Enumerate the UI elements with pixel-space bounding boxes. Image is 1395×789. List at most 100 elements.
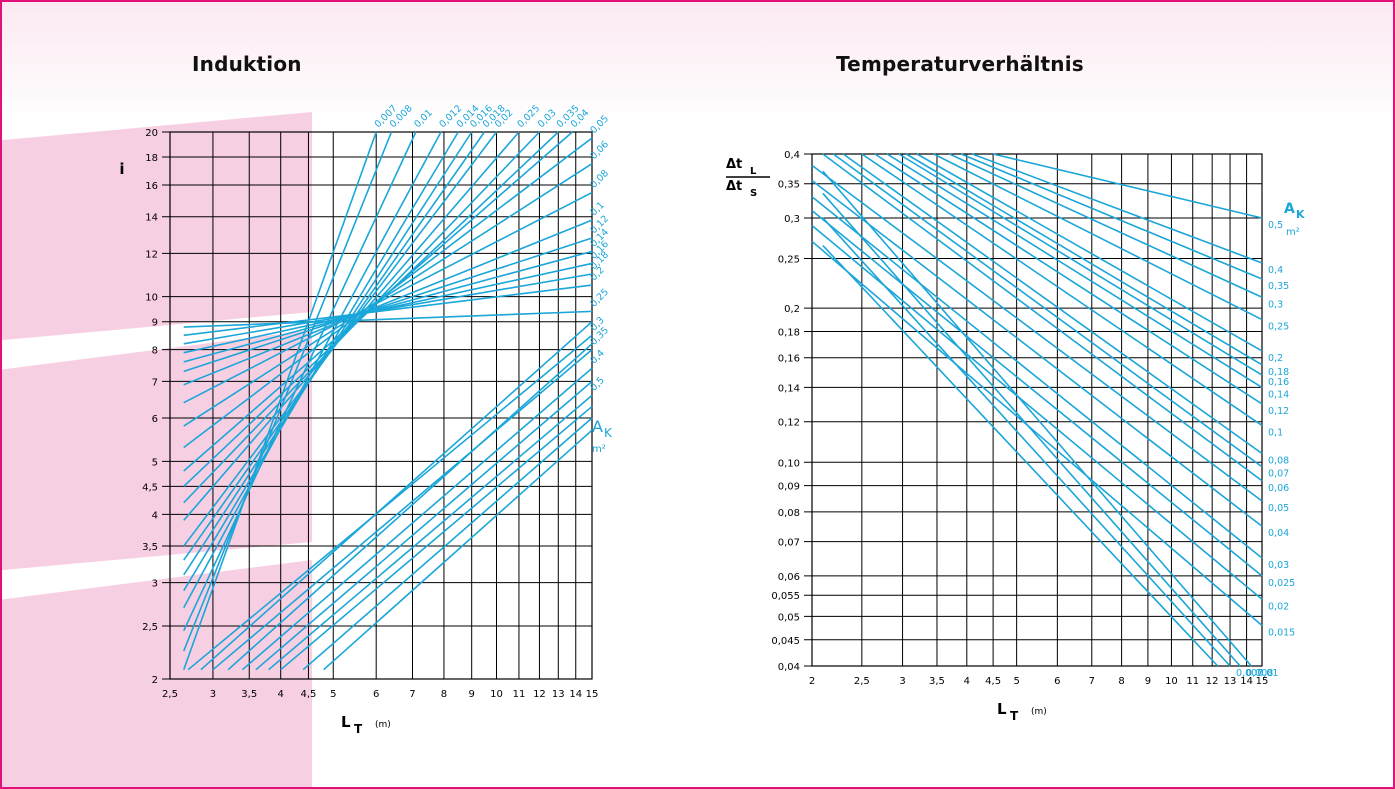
y-tick-label: 0,05	[778, 612, 800, 623]
x-tick-label: 4,5	[300, 689, 316, 700]
series-line	[183, 310, 593, 328]
series-line	[183, 284, 593, 337]
x-tick-label: 10	[1165, 676, 1178, 687]
x-tick-label: 13	[1224, 676, 1237, 687]
x-tick-label: 6	[373, 689, 379, 700]
series-line	[183, 163, 593, 427]
x-tick-label: 14	[1240, 676, 1253, 687]
series-line	[183, 219, 593, 386]
x-tick-label: 15	[586, 689, 599, 700]
x-tick-label: 7	[1089, 676, 1095, 687]
y-tick-label: 3	[152, 579, 158, 590]
plot-border	[169, 131, 593, 680]
x-tick-label: 9	[469, 689, 475, 700]
x-tick-label: 5	[1013, 676, 1019, 687]
y-tick-label: 14	[145, 213, 158, 224]
y-tick-label: 0,10	[778, 458, 800, 469]
x-axis-label: L	[341, 713, 351, 731]
series-line	[933, 153, 1263, 321]
series-label: 0,025	[1268, 578, 1295, 589]
x-axis-unit: (m)	[375, 720, 391, 730]
plot-border	[811, 153, 1263, 667]
series-label: 0,02	[1268, 601, 1289, 612]
temperaturverhaeltnis-chart: 2 2,5 3 3,5 4 4,5 5 6 7 8 9 10 11 12 13 14 15 0,04 0,045 0,…	[726, 150, 1305, 723]
y-tick-label: 0,4	[784, 150, 800, 161]
x-tick-label: 5	[330, 689, 336, 700]
series-label: 0,07	[1268, 469, 1289, 480]
series-line	[183, 250, 593, 363]
series-line	[183, 262, 593, 354]
series-label: 0,25	[1268, 322, 1289, 333]
induktion-chart: 2,5 3 3,5 4 4,5 5 6 7 8 9 10 11 12 13 14 15 2 2,5 3 3,5 4 4,5…	[119, 103, 613, 736]
y-tick-label: 7	[152, 377, 158, 388]
series-label: 0,08	[1268, 456, 1289, 467]
legend-title: A	[592, 417, 603, 436]
x-axis-label: L	[997, 700, 1007, 718]
y-tick-label: 16	[145, 181, 158, 192]
y-axis-label-top-sub: L	[750, 166, 757, 177]
series-line	[811, 224, 1263, 600]
decor-bar-top	[2, 112, 312, 787]
y-axis-label-bottom: Δt	[726, 179, 742, 194]
series-line	[886, 153, 1263, 389]
series-line	[949, 153, 1263, 299]
series-line	[842, 153, 1263, 455]
series-line	[811, 240, 1263, 627]
series-label: 0,03	[1268, 560, 1289, 571]
x-tick-label: 3,5	[241, 689, 257, 700]
y-tick-label: 18	[145, 153, 158, 164]
y-tick-label: 12	[145, 249, 158, 260]
series-line	[822, 170, 1252, 667]
legend-title-sub: K	[1296, 208, 1305, 221]
series-line	[916, 153, 1263, 352]
series-label: 0,16	[1268, 377, 1289, 388]
y-tick-label: 6	[152, 414, 158, 425]
series-label: 0,18	[1268, 367, 1289, 378]
x-tick-label: 4,5	[985, 676, 1001, 687]
series-line	[905, 153, 1263, 366]
series-label: 0,015	[1268, 627, 1295, 638]
x-tick-label: 3,5	[929, 676, 945, 687]
series-line	[268, 394, 593, 671]
series-line	[874, 153, 1263, 405]
series-label: 0,05	[588, 113, 611, 136]
x-tick-label: 11	[1186, 676, 1199, 687]
legend-title-sub: K	[604, 426, 613, 440]
y-tick-label: 0,14	[778, 383, 800, 394]
y-tick-label: 4	[152, 510, 158, 521]
x-tick-label: 8	[441, 689, 447, 700]
series-line	[822, 217, 1231, 667]
x-tick-label: 4	[278, 689, 284, 700]
series-line	[960, 153, 1263, 280]
series-line	[811, 164, 1263, 502]
series-label: 0,5	[1268, 220, 1283, 231]
series-line	[182, 131, 393, 652]
x-tick-label: 8	[1118, 676, 1124, 687]
series-label: 0,04	[1268, 528, 1289, 539]
series-line	[861, 153, 1263, 427]
series-label: 0,06	[1268, 483, 1289, 494]
y-tick-label: 8	[152, 346, 158, 357]
y-tick-label: 0,12	[778, 418, 800, 429]
legend-unit: m²	[1286, 227, 1300, 238]
y-tick-label: 0,18	[778, 328, 800, 339]
series-line	[183, 131, 520, 521]
y-tick-label: 0,04	[778, 662, 800, 673]
series-label: 0,008	[1246, 668, 1273, 679]
y-axis-label: i	[119, 160, 124, 178]
x-tick-label: 14	[569, 689, 582, 700]
x-tick-label: 3	[210, 689, 216, 700]
y-tick-label: 2,5	[142, 622, 158, 633]
x-axis-label-sub: T	[354, 722, 363, 736]
series-line	[898, 153, 1263, 376]
y-axis-label-bottom-sub: S	[750, 188, 757, 199]
series-line	[811, 179, 1263, 527]
y-tick-label: 3,5	[142, 542, 158, 553]
y-tick-label: 0,07	[778, 538, 800, 549]
y-axis-label-top: Δt	[726, 157, 742, 172]
x-tick-label: 12	[533, 689, 546, 700]
y-tick-label: 0,08	[778, 508, 800, 519]
series-label: 0,2	[1268, 353, 1283, 364]
series-line	[822, 153, 1263, 482]
